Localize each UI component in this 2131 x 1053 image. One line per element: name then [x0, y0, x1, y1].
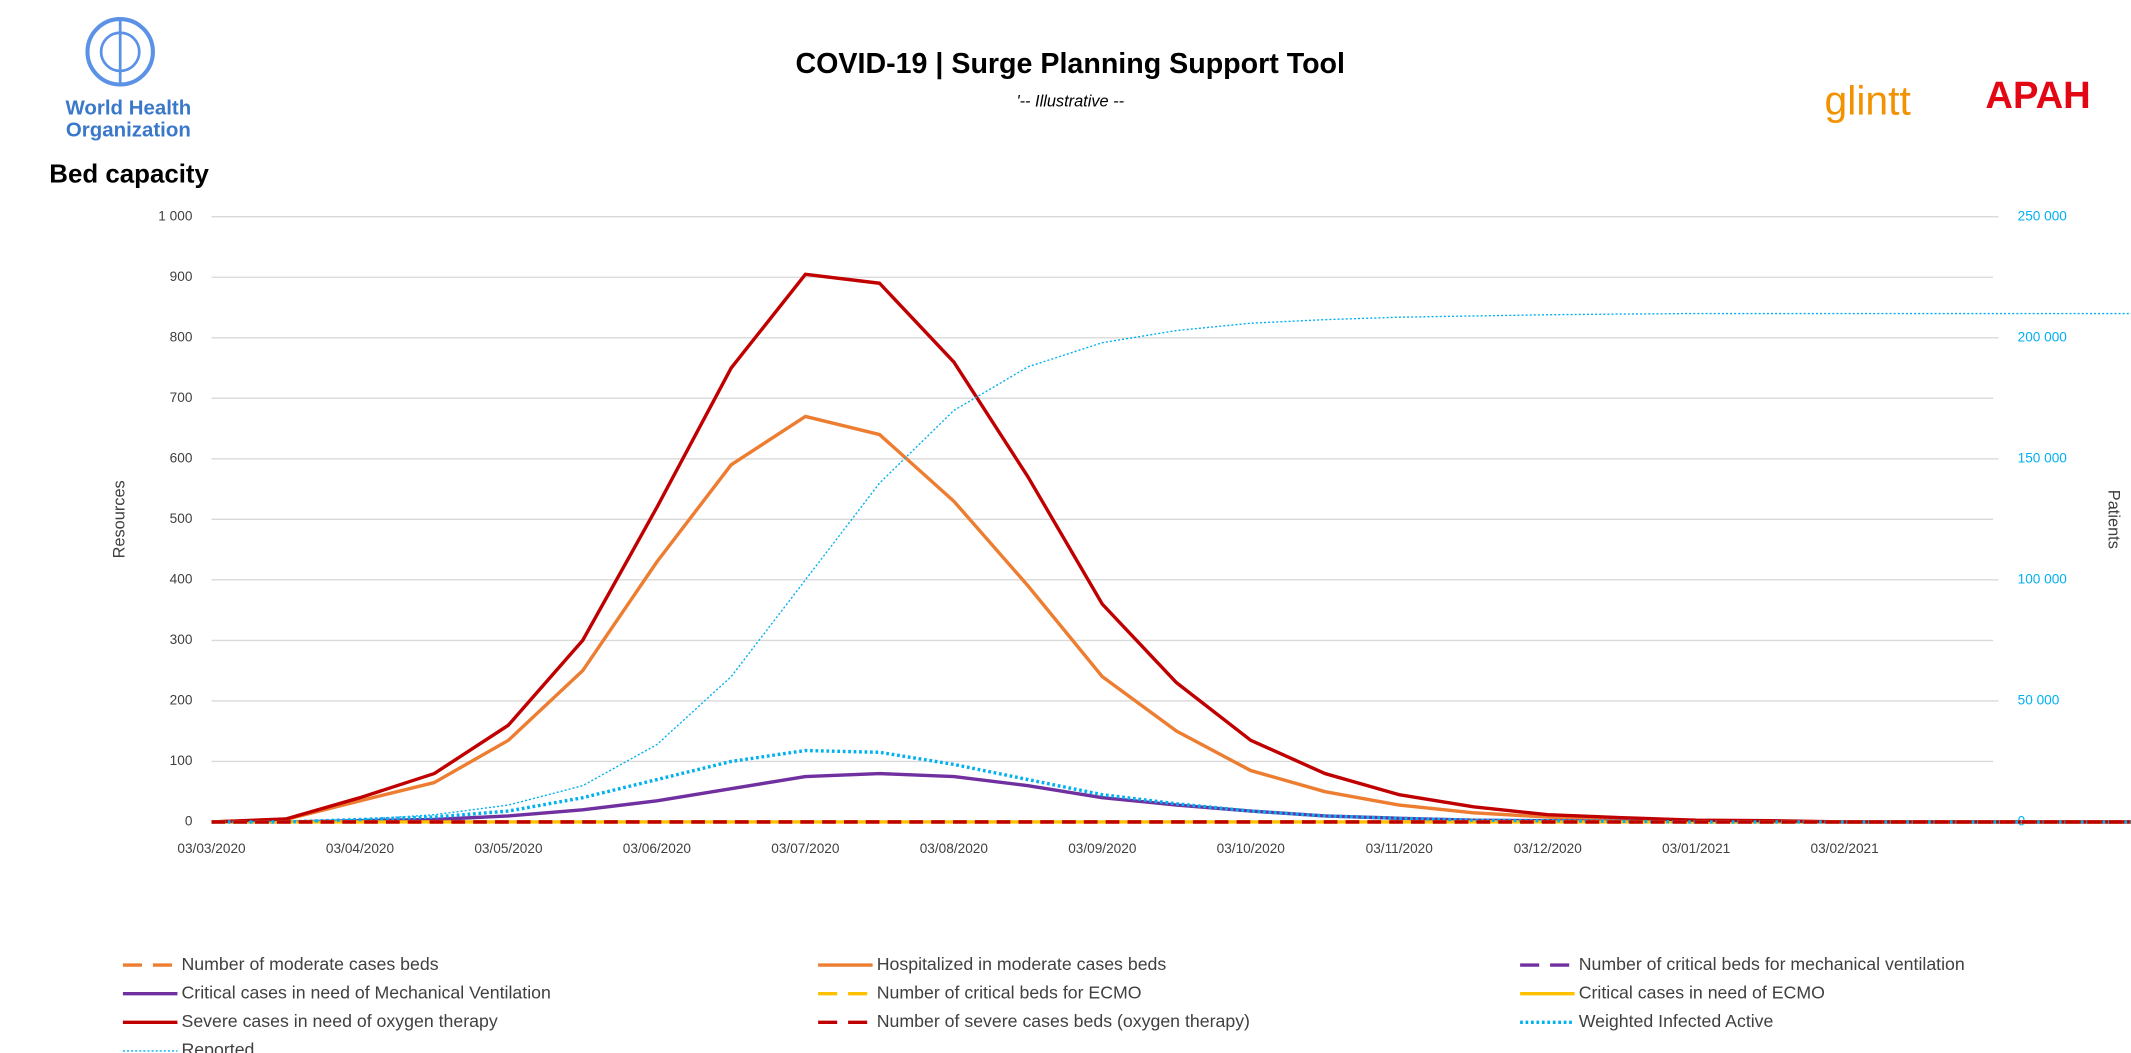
y-tick-label: 700: [170, 390, 193, 405]
y2-tick-label: 250 000: [2018, 208, 2068, 223]
org-name: Organization: [66, 118, 191, 141]
series-line: [211, 748, 2131, 824]
apah-logo: APAH: [1985, 74, 2090, 117]
y2-tick-label: 200 000: [2018, 329, 2068, 344]
x-tick-label: 03/07/2020: [771, 841, 840, 856]
y-tick-label: 900: [170, 269, 193, 284]
chart-subtitle: '-- Illustrative --: [1016, 93, 1124, 111]
y-tick-label: 400: [170, 571, 193, 586]
x-tick-label: 03/03/2020: [177, 841, 246, 856]
y2-tick-label: 50 000: [2018, 693, 2060, 708]
y-tick-label: 300: [170, 632, 193, 647]
x-tick-label: 03/08/2020: [920, 841, 989, 856]
y2-tick-label: 100 000: [2018, 571, 2068, 586]
legend-label: Critical cases in need of Mechanical Ven…: [182, 982, 551, 1002]
legend-label: Number of critical beds for ECMO: [877, 982, 1142, 1002]
legend-label: Severe cases in need of oxygen therapy: [182, 1011, 498, 1031]
x-tick-label: 03/01/2021: [1662, 841, 1730, 856]
legend-label: Critical cases in need of ECMO: [1579, 982, 1825, 1002]
y-tick-label: 200: [170, 693, 193, 708]
x-tick-label: 03/10/2020: [1217, 841, 1286, 856]
legend-label: Number of critical beds for mechanical v…: [1579, 954, 1965, 974]
y-tick-label: 0: [185, 814, 193, 829]
x-tick-label: 03/12/2020: [1514, 841, 1583, 856]
y-tick-label: 100: [170, 753, 193, 768]
who-logo: [85, 17, 155, 87]
y-tick-label: 1 000: [158, 208, 193, 223]
y2-tick-label: 150 000: [2018, 450, 2068, 465]
section-title: Bed capacity: [49, 161, 209, 189]
legend-label: Hospitalized in moderate cases beds: [877, 954, 1167, 974]
legend-label: Number of severe cases beds (oxygen ther…: [877, 1011, 1250, 1031]
x-tick-label: 03/02/2021: [1811, 841, 1879, 856]
series-line: [211, 272, 2131, 824]
y-tick-label: 800: [170, 329, 193, 344]
y-tick-label: 600: [170, 450, 193, 465]
glintt-logo: glintt: [1825, 77, 1912, 123]
series-line: [211, 771, 2131, 824]
x-tick-label: 03/04/2020: [326, 841, 395, 856]
legend-label: Weighted Infected Active: [1579, 1011, 1774, 1031]
chart-title: COVID-19 | Surge Planning Support Tool: [796, 48, 1345, 80]
y2-axis-label: Patients: [2105, 490, 2123, 549]
y-tick-label: 500: [170, 511, 193, 526]
y-axis-label: Resources: [110, 480, 128, 558]
legend-label: Number of moderate cases beds: [182, 954, 439, 974]
legend-label: Reported: [182, 1040, 255, 1053]
x-tick-label: 03/06/2020: [623, 841, 692, 856]
x-tick-label: 03/11/2020: [1366, 841, 1434, 856]
series-line: [211, 312, 2131, 823]
x-tick-label: 03/05/2020: [474, 841, 543, 856]
org-name: World Health: [66, 96, 192, 119]
x-tick-label: 03/09/2020: [1068, 841, 1137, 856]
